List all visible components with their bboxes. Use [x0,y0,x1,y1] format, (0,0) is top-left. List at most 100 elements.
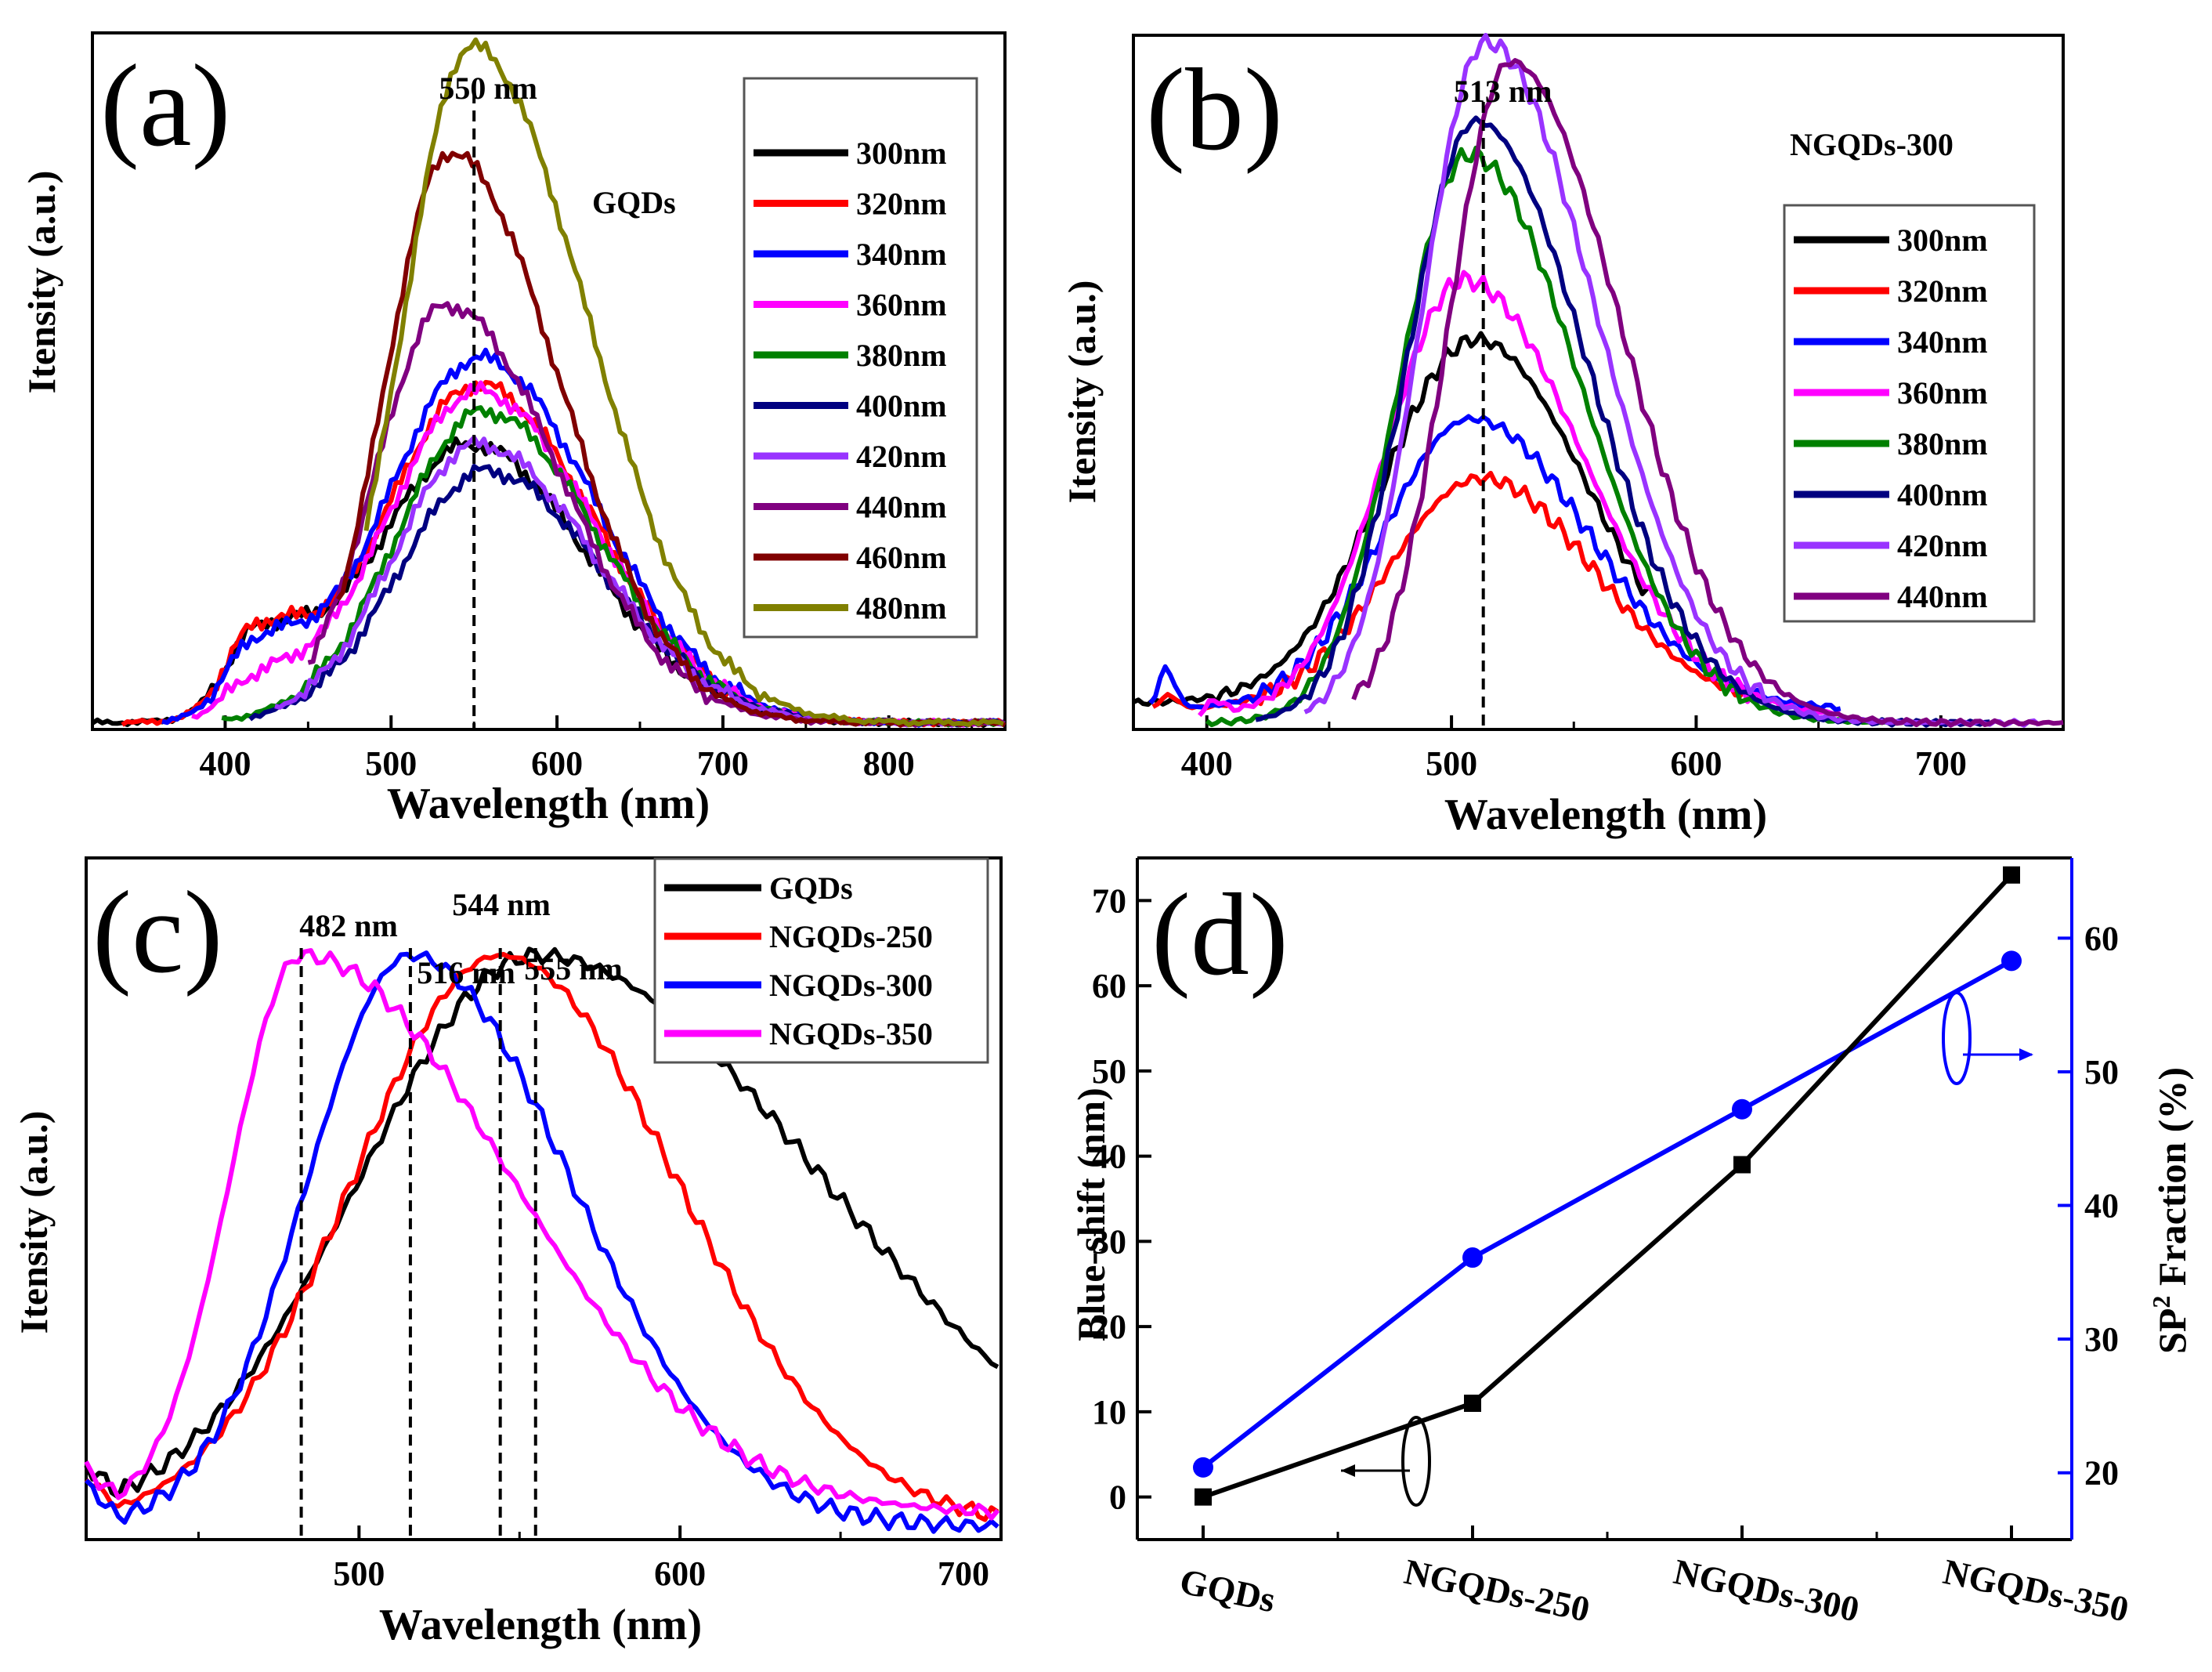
x-axis-label: Wavelength (nm) [379,1601,702,1649]
legend-label: 340nm [1897,324,1988,360]
y-right-tick-label: 50 [2084,1053,2119,1091]
y-left-tick-label: 0 [1109,1478,1126,1517]
y-right-tick-label: 30 [2084,1320,2119,1359]
legend-label: 360nm [1897,375,1988,411]
panel-a-frame [91,31,1007,731]
x-tick-label: 500 [333,1554,385,1593]
x-tick-label: 600 [654,1554,706,1593]
y-left-axis-label: Blue-shift (nm) [1069,1088,1113,1341]
x-tick-label: 700 [938,1554,989,1593]
left-axis-indicator-arrowhead [1341,1464,1355,1477]
peak-annotation: 550 nm [439,71,537,106]
legend-label: 420nm [856,439,947,474]
y-axis-label: Itensity (a.u.) [1060,280,1104,504]
legend-label: 380nm [1897,426,1988,461]
x-tick-label: 500 [1426,744,1477,783]
x-tick-label: 700 [1915,744,1967,783]
x-tick-label: 600 [531,744,583,783]
y-right-tick-label: 40 [2084,1187,2119,1225]
y-left-tick-label: 70 [1092,881,1126,920]
peak-annotation: 482 nm [299,908,398,943]
y-left-tick-label: 30 [1092,1222,1126,1261]
series-line [1132,331,1650,708]
legend-label: 440nm [1897,579,1988,614]
x-axis-label: Wavelength (nm) [1444,791,1767,839]
x-tick-label: 500 [365,744,417,783]
legend-box [1783,204,2036,623]
x-category-label: NGQDs-250 [1401,1551,1593,1630]
legend-label: 320nm [856,186,947,222]
y-right-label-rest: Fraction (%) [2150,1067,2194,1296]
legend-label: NGQDs-350 [769,1016,933,1051]
blue-shift-marker [1195,1488,1212,1506]
panel-c-frame [85,856,1003,1541]
peak-annotation: 513 nm [1454,74,1552,109]
panel-label: (d) [1151,870,1289,1000]
y-left-tick-label: 20 [1092,1308,1126,1346]
legend-label: 400nm [1897,477,1988,512]
blue-shift-line [1202,873,2014,1500]
series-line [1198,270,1842,718]
legend-label: 360nm [856,288,947,323]
blue-shift-marker [2003,866,2020,884]
panel-a: 400 500 600 700 800 550 nm GQDs Itensity (a.u.)… [20,31,1007,828]
right-axis-indicator-ellipse [1942,991,1972,1085]
peak-annotation: 555 nm [524,951,623,986]
sp2-fraction-marker [1193,1457,1213,1478]
legend-label: NGQDs-250 [769,919,933,954]
x-tick-label: 400 [1181,744,1233,783]
x-category-label: NGQDs-350 [1939,1551,2132,1630]
x-tick-label: 400 [199,744,251,783]
panel-label: (b) [1146,45,1283,175]
y-right-label-main: SP [2150,1308,2194,1354]
y-axis-label: Itensity (a.u.) [20,171,63,394]
legend-label: 440nm [856,490,947,525]
x-tick-label: 600 [1670,744,1722,783]
series-line [1148,414,1842,712]
panel-label: (a) [100,41,230,171]
series-line [84,946,999,1500]
y-right-tick-label: 60 [2084,919,2119,957]
legend-label: 420nm [1897,528,1988,563]
y-left-tick-label: 40 [1092,1138,1126,1176]
panel-b: 400 500 600 700 513 nm NGQDs-300 Itensity (a.u… [1060,33,2065,839]
y-right-tick-label: 20 [2084,1454,2119,1493]
y-right-axis-label: SP2 Fraction (%) [2147,1067,2194,1354]
x-tick-label: 700 [697,744,749,783]
legend-label: GQDs [769,870,853,906]
panel-label: (c) [92,867,222,997]
legend-label: NGQDs-300 [769,968,933,1003]
series-line [84,951,999,1522]
legend-label: 300nm [1897,223,1988,258]
sp2-fraction-marker [1462,1247,1483,1268]
x-category-label: NGQDs-300 [1670,1551,1863,1630]
y-left-tick-label: 50 [1092,1052,1126,1091]
series-line [84,948,1000,1521]
panel-b-frame [1132,34,2065,731]
left-axis-indicator-ellipse [1401,1416,1431,1507]
panel-d: 0 10 20 30 40 50 60 70 20 30 40 50 60 GQDs NGQDs-250 NG… [1069,856,2194,1630]
x-category-label: GQDs [1176,1561,1279,1620]
legend-label: 400nm [856,389,947,424]
series-line [1351,58,2064,728]
y-axis-label: Itensity (a.u.) [12,1111,56,1334]
sample-label: GQDs [592,185,676,220]
legend-label: 480nm [856,591,947,626]
legend-label: 300nm [856,136,947,171]
right-axis-indicator-arrowhead [2019,1048,2033,1061]
legend-label: 460nm [856,540,947,575]
legend-label: 380nm [856,338,947,373]
blue-shift-marker [1733,1156,1751,1174]
sample-label: NGQDs-300 [1790,127,1954,162]
y-left-tick-label: 60 [1092,967,1126,1005]
series-line [363,37,1004,728]
y-left-tick-label: 10 [1092,1393,1126,1431]
sp2-fraction-marker [1732,1098,1752,1120]
legend-label: 320nm [1897,273,1988,309]
legend-label: 340nm [856,237,947,272]
x-axis-label: Wavelength (nm) [387,780,710,828]
series-line [84,950,999,1534]
sp2-fraction-marker [2001,950,2022,972]
